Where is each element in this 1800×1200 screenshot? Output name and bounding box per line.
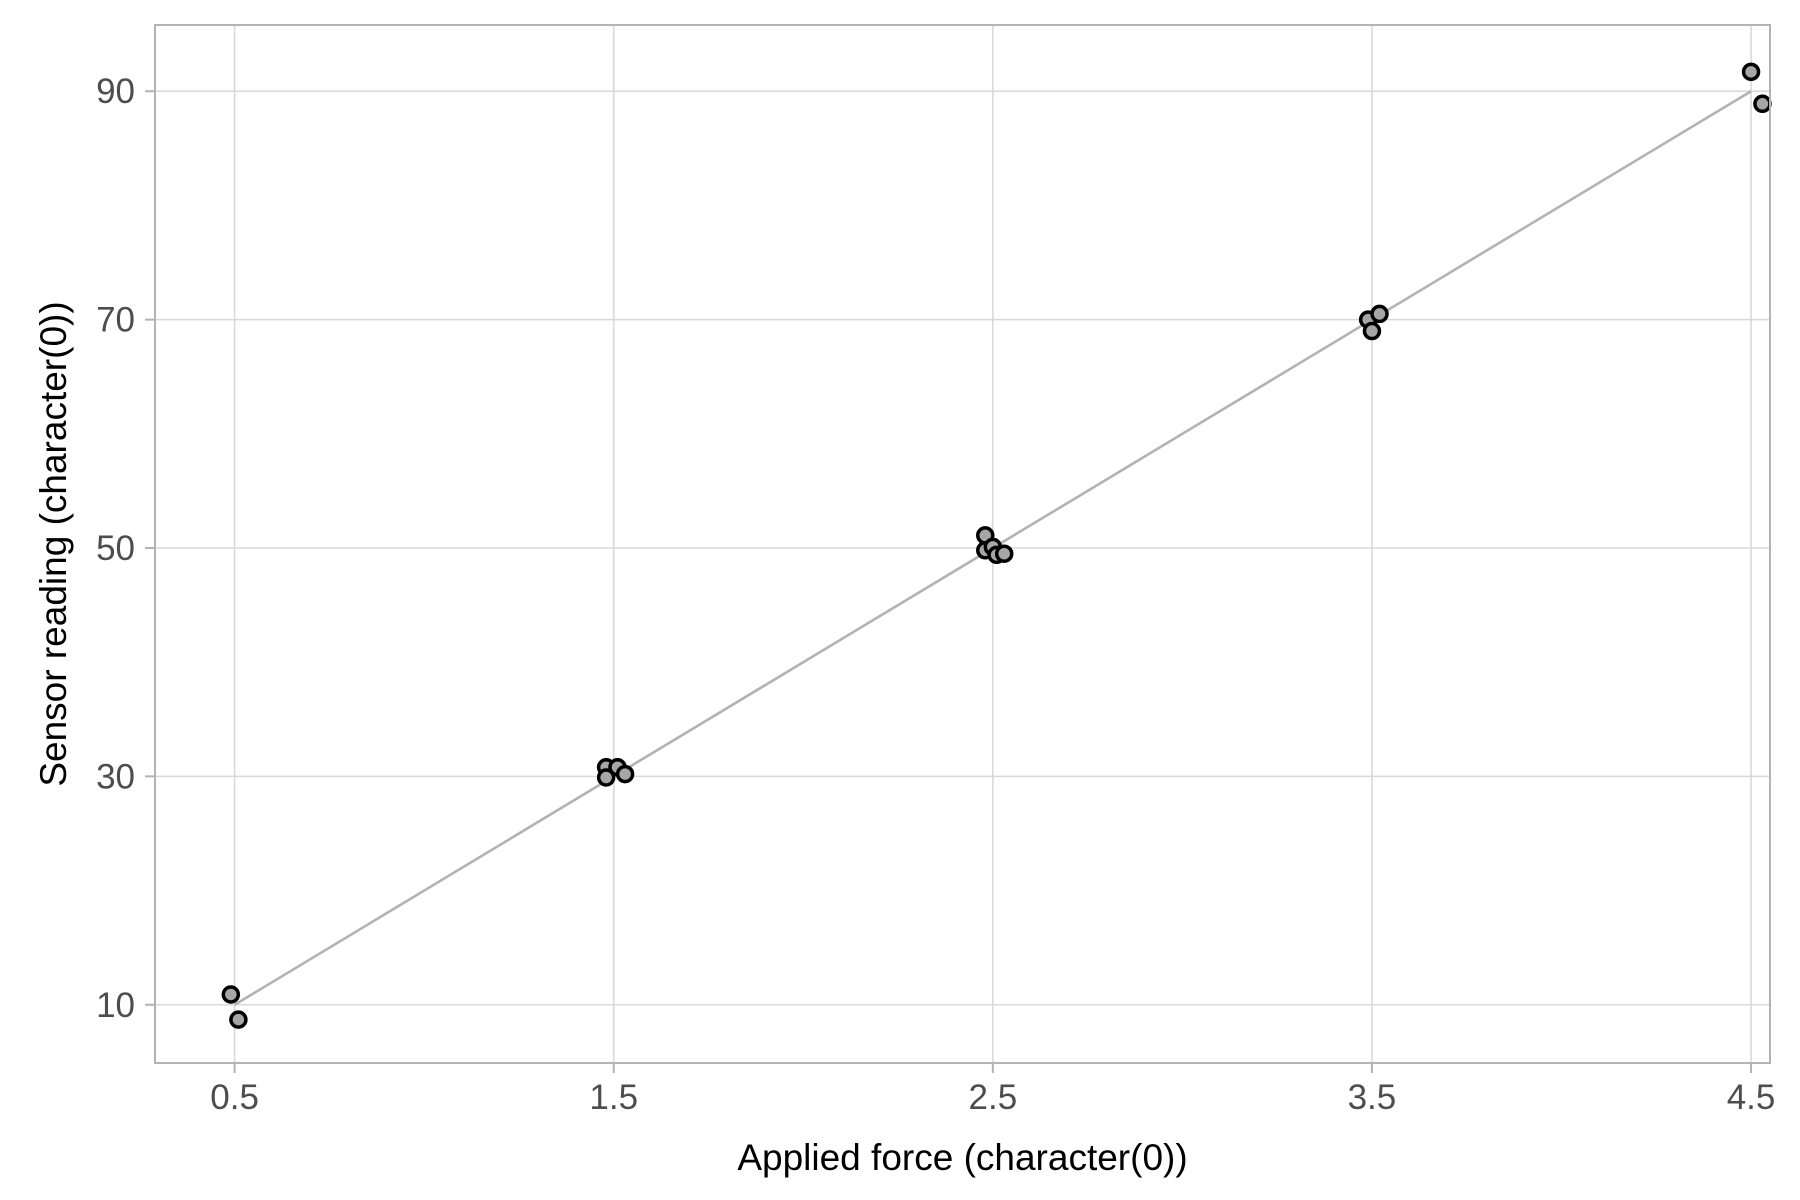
y-axis-title: Sensor reading (character(0)) [33,301,74,786]
x-tick-label-2: 2.5 [969,1078,1018,1117]
data-point-12 [1362,321,1382,341]
grid-lines [155,25,1770,1063]
data-point-10 [994,544,1014,563]
data-point-1 [229,1010,248,1029]
data-point-15 [1753,94,1772,114]
x-tick-label-0: 0.5 [210,1078,259,1117]
y-tick-label-1: 30 [96,757,135,796]
data-point-0 [221,985,241,1004]
plot-panel-border [154,24,1771,1064]
data-point-13 [1370,304,1389,324]
data-point-14 [1741,62,1761,82]
y-tick-label-0: 10 [96,986,135,1025]
x-tick-label-3: 3.5 [1348,1078,1397,1117]
x-tick-label-4: 4.5 [1727,1078,1776,1117]
x-axis-ticks: 0.5 1.5 2.5 3.5 4.5 [210,1063,1775,1117]
data-point-5 [615,764,635,784]
x-tick-label-1: 1.5 [589,1078,638,1117]
y-axis-ticks: 10 30 50 70 90 [96,72,155,1025]
x-axis-title: Applied force (character(0)) [737,1137,1187,1178]
data-point-3 [596,768,616,787]
y-tick-label-3: 70 [96,301,135,340]
data-points [221,62,1772,1029]
y-tick-label-2: 50 [96,529,135,568]
y-tick-label-4: 90 [96,72,135,111]
